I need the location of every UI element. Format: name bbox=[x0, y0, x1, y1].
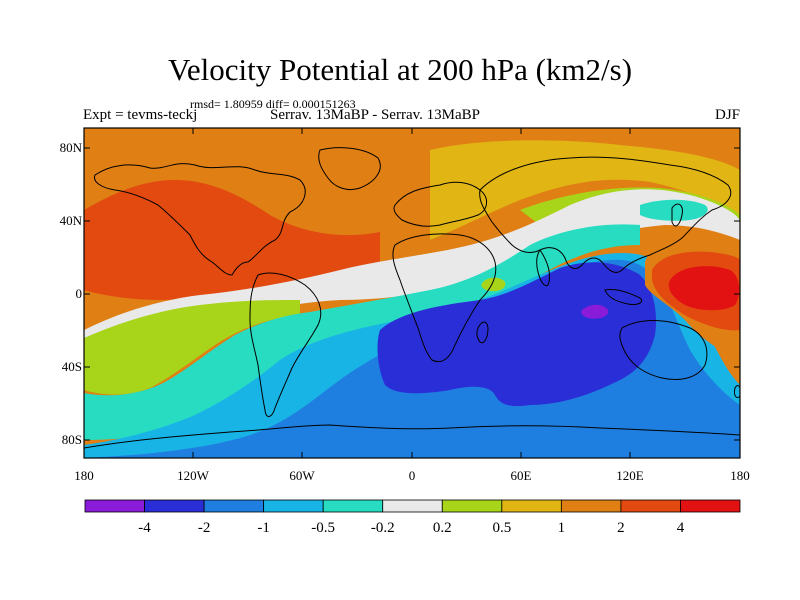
rmsd-stats: rmsd= 1.80959 diff= 0.000151263 bbox=[190, 97, 356, 111]
colorbar-swatch-3 bbox=[263, 499, 324, 513]
colorbar-swatch-6 bbox=[441, 499, 503, 513]
colorbar-swatch-7 bbox=[501, 499, 562, 513]
colorbar-label-9: 4 bbox=[676, 520, 685, 536]
colorbar-swatch-2 bbox=[203, 499, 265, 513]
experiment-label: Expt = tevms-teckj bbox=[83, 107, 198, 123]
x-tick-label-60W: 60W bbox=[289, 468, 315, 483]
x-tick-label-0: 0 bbox=[408, 468, 416, 483]
contour-band-0.2-to-0.5-southwest bbox=[84, 300, 300, 395]
x-tick-label-120W: 120W bbox=[177, 468, 209, 483]
x-tick-label-180-west: 180 bbox=[74, 468, 94, 483]
colorbar-label-7: 1 bbox=[557, 520, 566, 536]
coastlines bbox=[84, 147, 740, 449]
season-label: DJF bbox=[714, 107, 740, 123]
colorbar-label-4: -0.2 bbox=[370, 520, 395, 536]
colorbar-label-6: 0.5 bbox=[492, 520, 512, 536]
colorbar-swatch-0 bbox=[84, 499, 145, 513]
contour-band-neg0.5-to-neg0.2 bbox=[84, 224, 640, 440]
y-tick-label-40N: 40N bbox=[59, 213, 82, 228]
contour-band-lt-neg4 bbox=[581, 304, 609, 319]
contour-band-neg4-to-neg2 bbox=[377, 262, 657, 407]
contour-band-0.5-to-1-north bbox=[430, 140, 740, 240]
colorbar-label-3: -0.5 bbox=[311, 520, 336, 536]
y-ticks bbox=[84, 147, 740, 441]
colorbar-swatch-5 bbox=[382, 499, 443, 513]
y-tick-label-80S: 80S bbox=[61, 432, 82, 447]
y-tick-label-0: 0 bbox=[75, 286, 83, 301]
colorbar bbox=[84, 499, 741, 513]
colorbar-label-0: -4 bbox=[138, 520, 151, 536]
y-tick-label-80N: 80N bbox=[59, 140, 82, 155]
comparison-label: Serrav. 13MaBP - Serrav. 13MaBP bbox=[270, 107, 480, 123]
colorbar-swatch-8 bbox=[560, 499, 622, 513]
colorbar-label-2: -1 bbox=[257, 520, 270, 536]
contour-band-neg0.5-to-neg0.2-northpacific bbox=[640, 199, 708, 221]
x-tick-label-120E: 120E bbox=[616, 468, 644, 483]
colorbar-swatch-4 bbox=[322, 499, 384, 513]
map-title: Velocity Potential at 200 hPa (km2/s) bbox=[167, 52, 633, 87]
colorbar-label-5: 0.2 bbox=[432, 520, 452, 536]
contour-fill bbox=[84, 128, 740, 458]
contour-band-gt-4-pacific bbox=[668, 266, 740, 311]
contour-band-2-to-4-west bbox=[84, 180, 380, 300]
x-ticks bbox=[192, 128, 631, 458]
contour-band-0.2-to-0.5-arabian bbox=[481, 277, 506, 292]
colorbar-label-8: 2 bbox=[617, 520, 625, 536]
colorbar-swatch-9 bbox=[620, 499, 681, 513]
x-tick-label-60E: 60E bbox=[510, 468, 532, 483]
x-tick-label-180-east: 180 bbox=[730, 468, 750, 483]
colorbar-label-1: -2 bbox=[197, 520, 211, 536]
colorbar-swatch-1 bbox=[144, 499, 205, 513]
colorbar-swatch-10 bbox=[680, 499, 741, 513]
y-tick-label-40S: 40S bbox=[61, 359, 82, 374]
